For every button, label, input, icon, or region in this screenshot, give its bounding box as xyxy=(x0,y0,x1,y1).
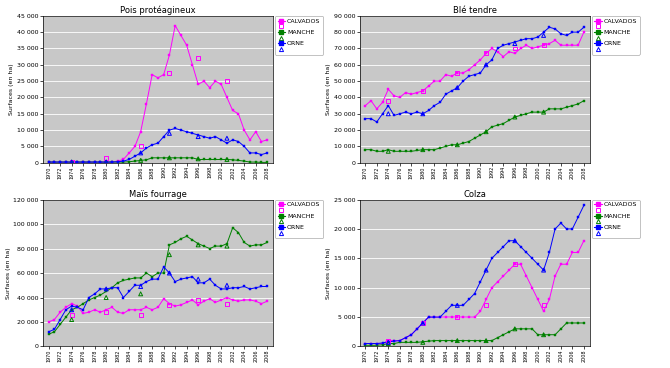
Point xyxy=(164,252,175,258)
Legend: CALVADOS, , MANCHE, , ORNE, : CALVADOS, , MANCHE, , ORNE, xyxy=(275,16,323,54)
Point xyxy=(480,267,491,273)
Point xyxy=(135,291,146,297)
Point xyxy=(100,159,111,165)
Point xyxy=(538,32,549,38)
Point xyxy=(480,62,491,68)
Point xyxy=(222,301,232,307)
Title: Colza: Colza xyxy=(463,190,486,199)
Point xyxy=(417,320,428,326)
Point xyxy=(135,312,146,318)
Point xyxy=(193,276,204,282)
Point xyxy=(164,302,175,308)
Point xyxy=(222,78,232,84)
Point xyxy=(480,129,491,135)
Point xyxy=(66,312,77,318)
Point xyxy=(509,326,520,332)
Y-axis label: Surfaces (en ha): Surfaces (en ha) xyxy=(5,247,11,299)
Point xyxy=(164,270,175,276)
Y-axis label: Surfaces (en ha): Surfaces (en ha) xyxy=(326,63,331,115)
Point xyxy=(66,159,77,165)
Point xyxy=(538,302,549,308)
Point xyxy=(135,150,146,156)
Y-axis label: Surfaces (en ha): Surfaces (en ha) xyxy=(326,247,331,299)
Point xyxy=(164,70,175,76)
Point xyxy=(383,148,394,154)
Point xyxy=(452,338,463,344)
Point xyxy=(100,309,111,315)
Point xyxy=(193,297,204,303)
Point xyxy=(135,284,146,290)
Point xyxy=(480,50,491,56)
Point xyxy=(452,85,463,91)
Legend: CALVADOS, , MANCHE, , ORNE, : CALVADOS, , MANCHE, , ORNE, xyxy=(592,16,640,54)
Point xyxy=(222,282,232,288)
Legend: CALVADOS, , MANCHE, , ORNE, : CALVADOS, , MANCHE, , ORNE, xyxy=(592,199,640,238)
Point xyxy=(538,267,549,273)
Point xyxy=(66,159,77,165)
Point xyxy=(100,286,111,292)
Point xyxy=(480,302,491,308)
Point xyxy=(135,144,146,149)
Title: Pois protéagineux: Pois protéagineux xyxy=(120,6,196,15)
Point xyxy=(383,98,394,104)
Point xyxy=(509,46,520,52)
Point xyxy=(417,147,428,153)
Point xyxy=(100,159,111,165)
Point xyxy=(193,242,204,248)
Point xyxy=(509,261,520,267)
Point xyxy=(509,114,520,120)
Point xyxy=(452,314,463,320)
Point xyxy=(66,159,77,165)
Point xyxy=(417,88,428,94)
Point xyxy=(193,55,204,61)
Point xyxy=(164,155,175,161)
Point xyxy=(538,42,549,48)
Point xyxy=(509,238,520,244)
Point xyxy=(193,134,204,139)
Point xyxy=(509,40,520,46)
Point xyxy=(452,142,463,148)
Point xyxy=(193,156,204,162)
Title: Maïs fourrage: Maïs fourrage xyxy=(129,190,187,199)
Point xyxy=(222,135,232,141)
Point xyxy=(417,111,428,117)
Point xyxy=(480,338,491,344)
Point xyxy=(417,320,428,326)
Point xyxy=(100,294,111,300)
Point xyxy=(452,302,463,308)
Point xyxy=(222,156,232,162)
Point xyxy=(417,339,428,345)
Point xyxy=(383,111,394,117)
Point xyxy=(452,70,463,76)
Point xyxy=(383,339,394,345)
Y-axis label: Surfaces (en ha): Surfaces (en ha) xyxy=(9,63,15,115)
Point xyxy=(383,338,394,344)
Point xyxy=(538,332,549,338)
Legend: CALVADOS, , MANCHE, , ORNE, : CALVADOS, , MANCHE, , ORNE, xyxy=(275,199,323,238)
Point xyxy=(538,109,549,115)
Point xyxy=(222,243,232,249)
Title: Blé tendre: Blé tendre xyxy=(452,6,496,15)
Point xyxy=(66,316,77,322)
Point xyxy=(164,130,175,136)
Point xyxy=(135,158,146,163)
Point xyxy=(383,341,394,347)
Point xyxy=(66,307,77,313)
Point xyxy=(100,155,111,161)
